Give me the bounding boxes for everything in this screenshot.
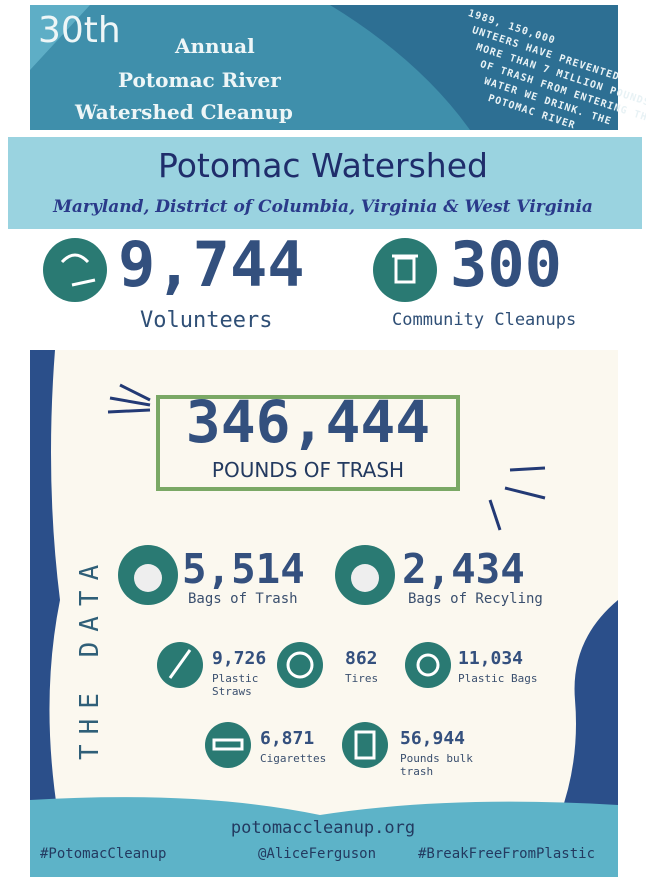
header-line: Watershed Cleanup: [75, 100, 293, 124]
section-label: THE DATA: [75, 555, 105, 760]
infographic: 30th Annual Potomac River Watershed Clea…: [0, 0, 646, 881]
footer-tag: #PotomacCleanup: [40, 846, 166, 862]
item-label: Tires: [345, 672, 378, 685]
item-label: Pounds bulk trash: [400, 752, 490, 778]
item-value: 9,726: [212, 648, 266, 669]
item-label: Cigarettes: [260, 752, 326, 765]
banner-subtitle: Maryland, District of Columbia, Virginia…: [0, 197, 646, 217]
item-value: 11,034: [458, 648, 523, 669]
edition: 30th: [38, 10, 121, 51]
highlight-value: 300: [450, 228, 562, 301]
item-label: Bags of Recyling: [408, 593, 543, 606]
website: potomaccleanup.org: [0, 818, 646, 838]
footer-tag: @AliceFerguson: [258, 846, 376, 862]
item-value: 6,871: [260, 728, 314, 749]
total-value: 346,444: [158, 388, 458, 456]
highlight-value: 9,744: [118, 228, 305, 301]
item-label: Plastic Bags: [458, 672, 537, 685]
header-line: Annual: [175, 34, 255, 58]
item-value: 56,944: [400, 728, 465, 749]
item-value: 5,514: [182, 545, 305, 593]
highlight-label: Community Cleanups: [392, 310, 576, 330]
banner-title: Potomac Watershed: [0, 146, 646, 185]
item-value: 2,434: [402, 545, 525, 593]
header-line: Potomac River: [118, 68, 281, 92]
item-value: 862: [345, 648, 378, 669]
highlight-label: Volunteers: [140, 308, 272, 333]
item-label: Bags of Trash: [188, 593, 298, 606]
item-label: Plastic Straws: [212, 672, 302, 698]
total-label: POUNDS OF TRASH: [158, 458, 458, 482]
footer-tag: #BreakFreeFromPlastic: [418, 846, 595, 862]
